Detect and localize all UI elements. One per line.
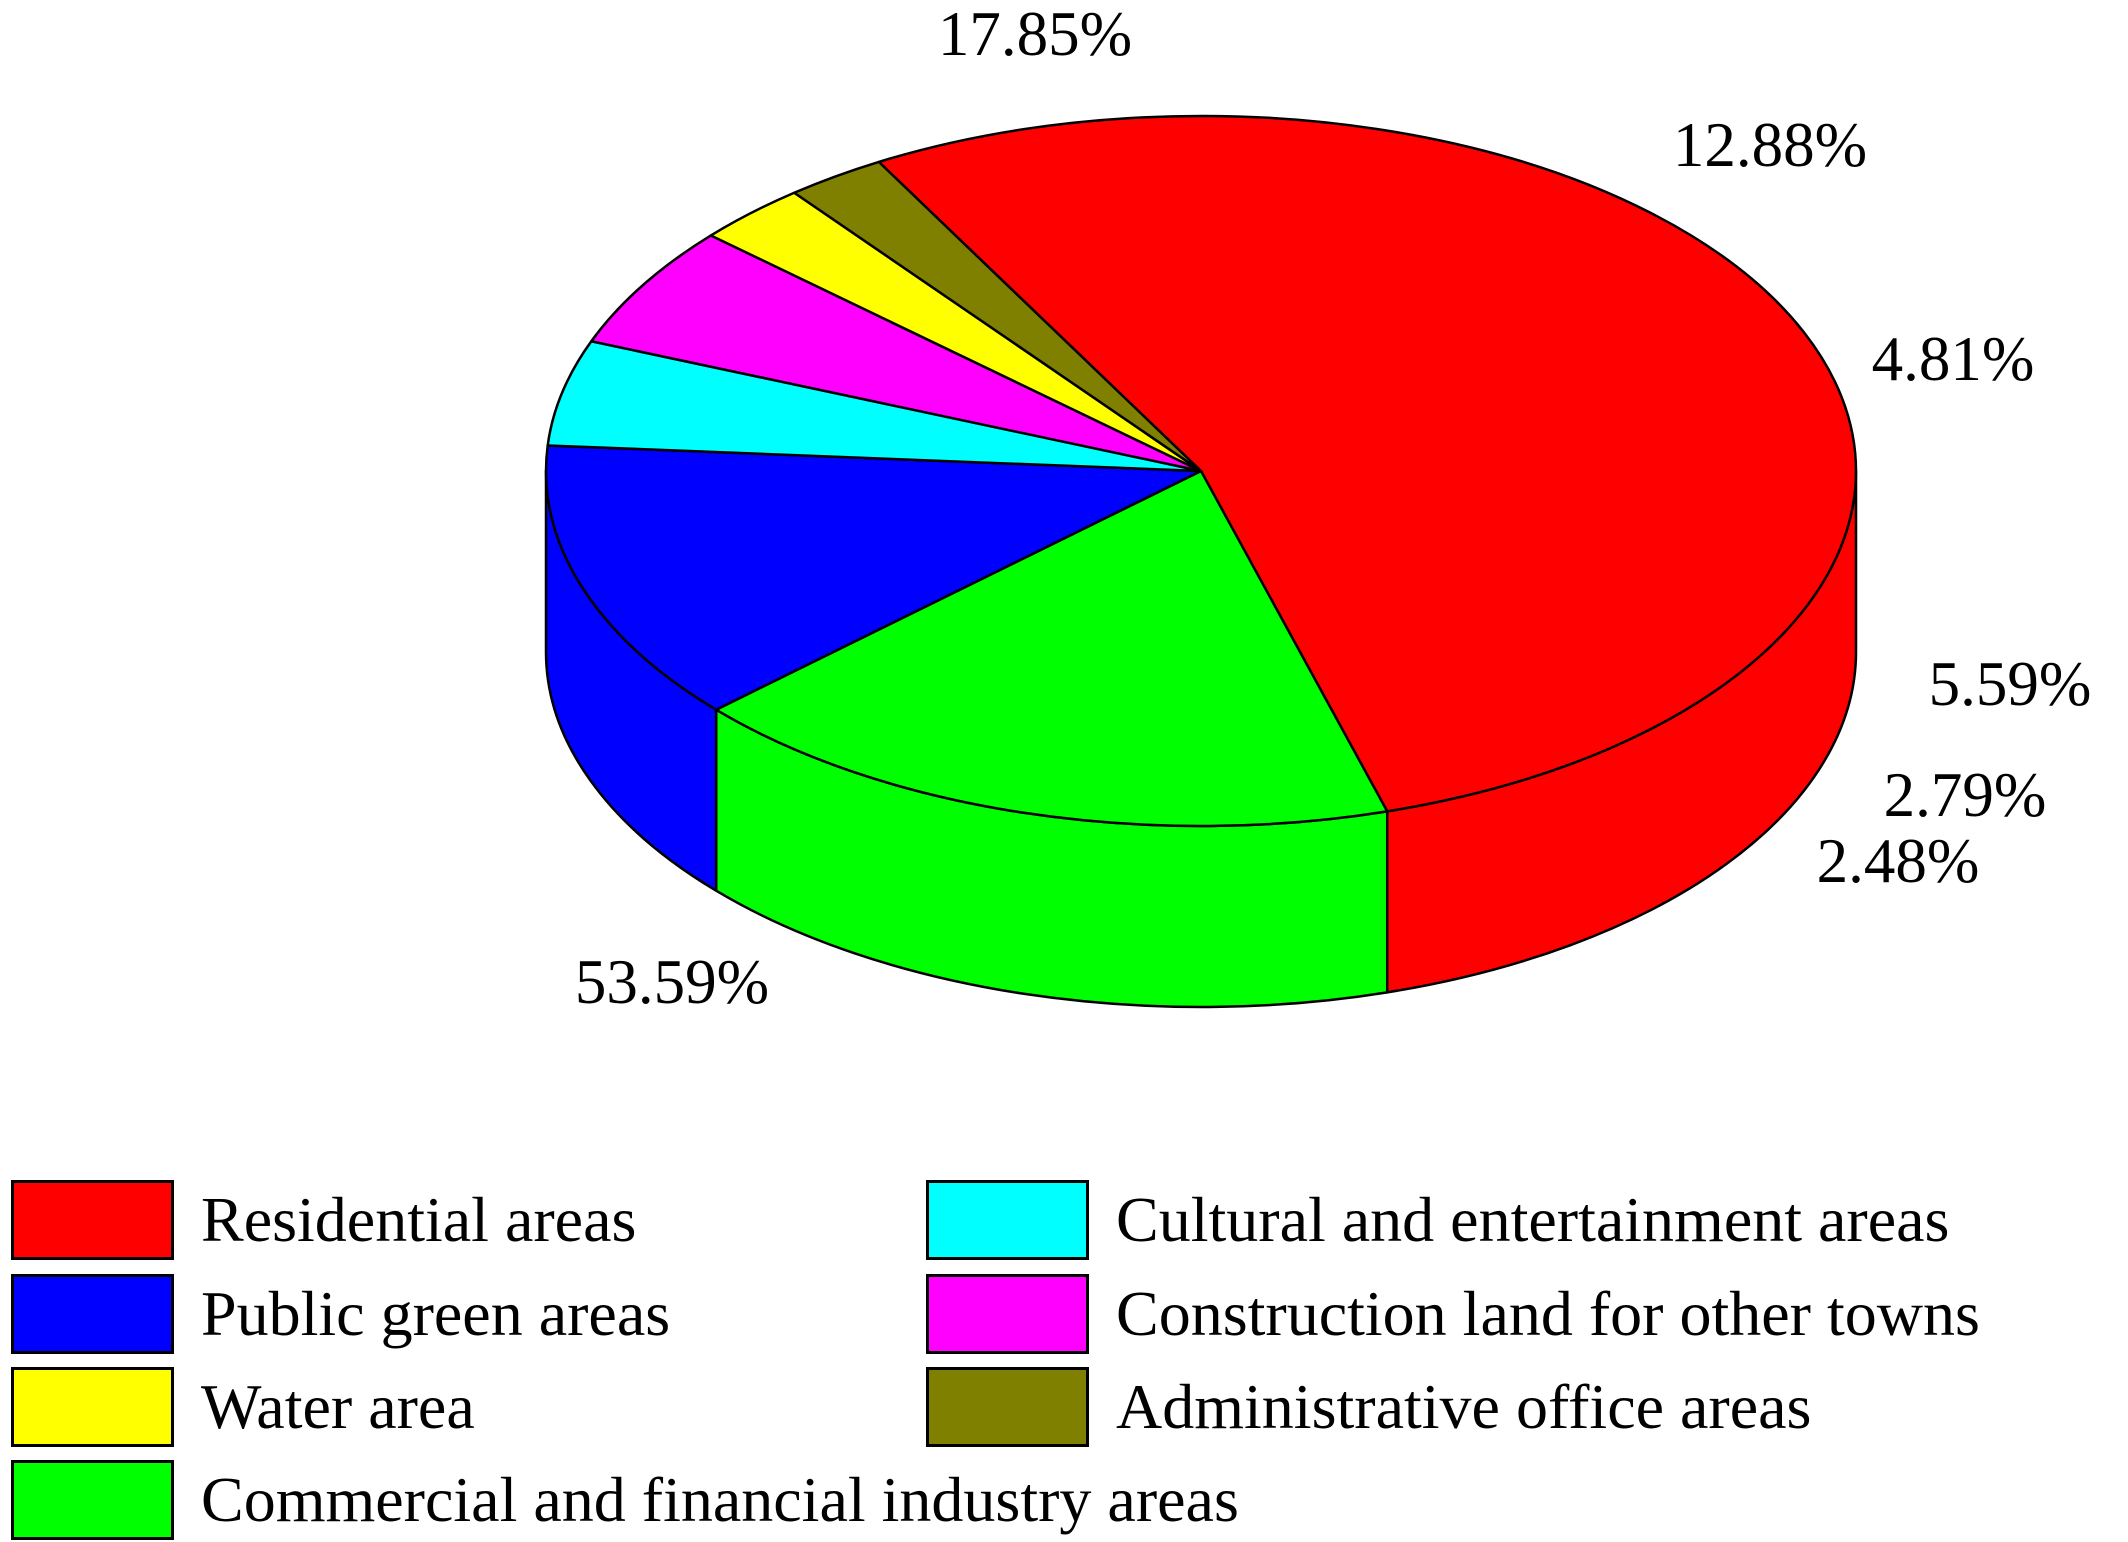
value-label-construction-land-for-other-towns: 5.59%	[1929, 649, 2092, 719]
value-label-public-green-areas: 12.88%	[1673, 110, 1867, 180]
value-label-residential-areas: 53.59%	[575, 947, 769, 1017]
pie-tops	[544, 114, 1858, 828]
value-label-cultural-and-entertainment-areas: 4.81%	[1872, 324, 2035, 394]
pie-slice-construction-land-for-other-towns	[590, 234, 1203, 473]
value-label-commercial-and-financial-industry-areas: 17.85%	[938, 0, 1132, 69]
pie-slice-residential-areas	[877, 114, 1858, 813]
value-label-water-area: 2.79%	[1884, 760, 2047, 830]
pie-slice-commercial-and-financial-industry-areas	[714, 469, 1389, 828]
pie-slice-public-green-areas	[544, 444, 1203, 711]
value-label-administrative-office-areas: 2.48%	[1817, 826, 1980, 896]
pie-slice-cultural-and-entertainment-areas	[546, 340, 1203, 473]
slice-value-labels: 53.59% 17.85% 12.88% 4.81% 5.59% 2.79%2.48%	[575, 0, 2091, 1017]
pie-slice-administrative-office-areas	[792, 160, 1203, 473]
